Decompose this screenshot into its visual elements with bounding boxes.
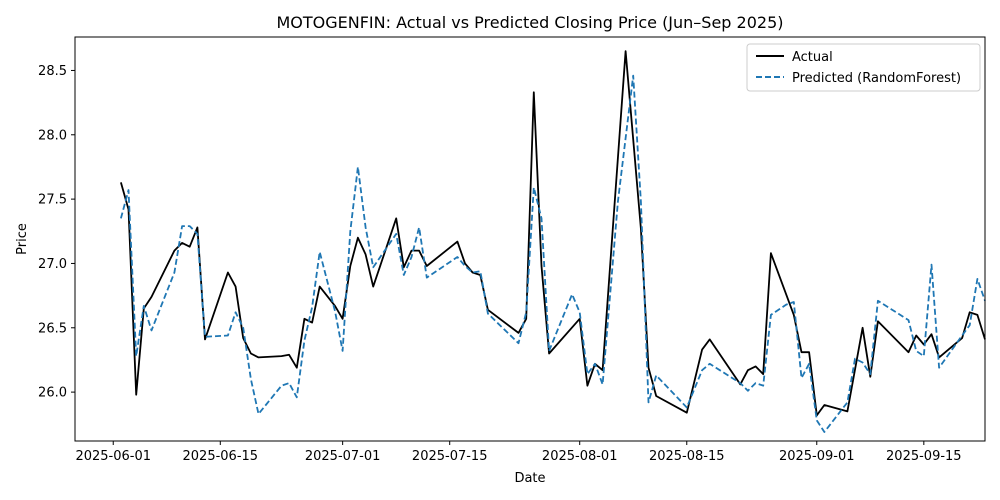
x-tick-label: 2025-09-15 (886, 449, 962, 464)
y-tick-label: 27.5 (38, 193, 67, 208)
legend: Actual Predicted (RandomForest) (746, 43, 981, 92)
x-tick-label: 2025-07-01 (305, 449, 381, 464)
series-layer (120, 50, 986, 433)
y-tick-label: 28.0 (38, 128, 67, 143)
chart-title: MOTOGENFIN: Actual vs Predicted Closing … (276, 13, 783, 32)
x-tick-label: 2025-07-15 (412, 449, 488, 464)
legend-box (746, 43, 981, 92)
y-axis-label: Price (15, 223, 30, 255)
x-tick-label: 2025-06-15 (183, 449, 259, 464)
x-tick-label: 2025-08-01 (542, 449, 618, 464)
series-line-predicted (120, 74, 986, 433)
x-tick-label: 2025-08-15 (649, 449, 725, 464)
y-tick-label: 26.0 (38, 386, 67, 401)
x-axis-label: Date (514, 471, 545, 486)
legend-label-actual: Actual (792, 50, 833, 65)
y-tick-label: 27.0 (38, 257, 67, 272)
y-axis: 26.0 26.5 27.0 27.5 28.0 28.5 (38, 64, 75, 401)
x-axis: 2025-06-01 2025-06-15 2025-07-01 2025-07-15… (75, 441, 962, 464)
legend-label-predicted: Predicted (RandomForest) (792, 71, 961, 86)
y-tick-label: 26.5 (38, 321, 67, 336)
y-tick-label: 28.5 (38, 64, 67, 79)
x-tick-label: 2025-09-01 (779, 449, 855, 464)
x-tick-label: 2025-06-01 (75, 449, 151, 464)
plot-frame (74, 36, 986, 442)
